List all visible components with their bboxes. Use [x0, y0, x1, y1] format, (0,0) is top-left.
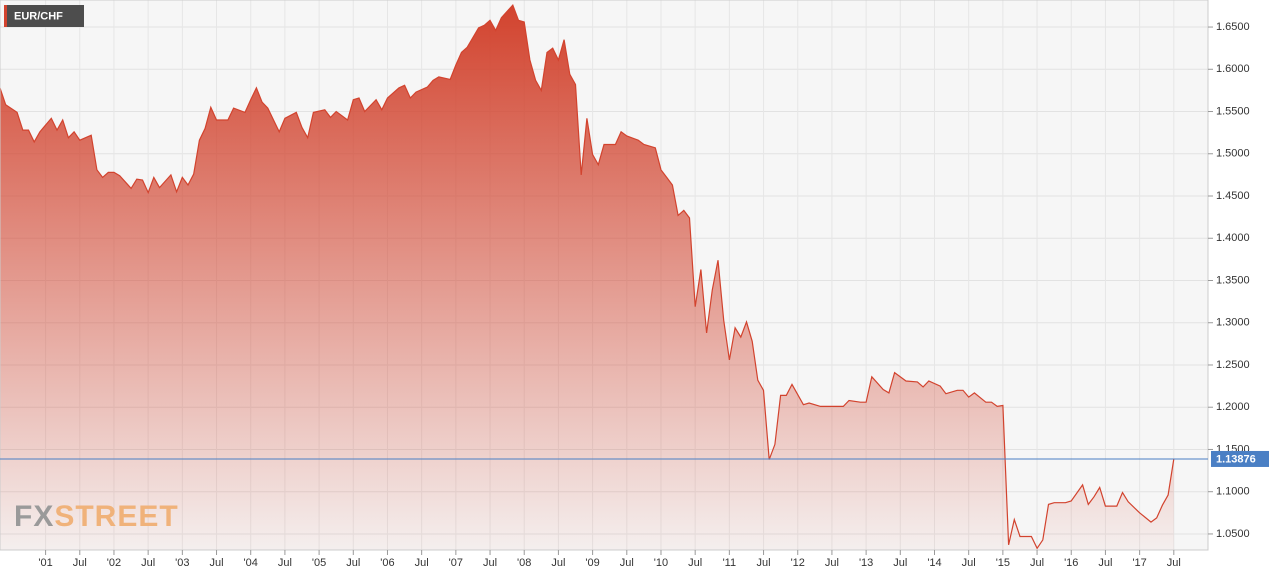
- x-tick-label: Jul: [1098, 557, 1112, 569]
- y-tick-label: 1.0500: [1216, 528, 1250, 540]
- x-tick-label: '14: [927, 557, 941, 569]
- y-tick-label: 1.1000: [1216, 486, 1250, 498]
- x-tick-label: Jul: [1030, 557, 1044, 569]
- x-tick-label: Jul: [415, 557, 429, 569]
- x-tick-label: Jul: [483, 557, 497, 569]
- x-tick-label: '07: [449, 557, 463, 569]
- area-fill: [0, 5, 1174, 551]
- x-tick-label: '02: [107, 557, 121, 569]
- x-tick-label: Jul: [141, 557, 155, 569]
- x-tick-label: '13: [859, 557, 873, 569]
- watermark-fx: FX: [14, 500, 54, 533]
- x-tick-label: '08: [517, 557, 531, 569]
- legend-swatch: [4, 5, 7, 27]
- x-tick-label: Jul: [825, 557, 839, 569]
- x-tick-label: Jul: [209, 557, 223, 569]
- watermark-street: STREET: [54, 500, 178, 533]
- x-tick-label: '04: [244, 557, 258, 569]
- x-tick-label: '05: [312, 557, 326, 569]
- x-tick-label: '15: [996, 557, 1010, 569]
- x-tick-label: '01: [38, 557, 52, 569]
- y-tick-label: 1.2500: [1216, 359, 1250, 371]
- x-tick-label: Jul: [893, 557, 907, 569]
- current-price-label: 1.13876: [1216, 453, 1256, 465]
- y-tick-label: 1.2000: [1216, 401, 1250, 413]
- x-tick-label: '11: [723, 557, 737, 569]
- y-tick-label: 1.3500: [1216, 274, 1250, 286]
- y-tick-label: 1.6500: [1216, 21, 1250, 33]
- x-tick-label: Jul: [551, 557, 565, 569]
- x-tick-label: Jul: [278, 557, 292, 569]
- x-tick-label: Jul: [962, 557, 976, 569]
- x-tick-label: '16: [1064, 557, 1078, 569]
- y-tick-label: 1.6000: [1216, 63, 1250, 75]
- x-tick-label: Jul: [346, 557, 360, 569]
- y-tick-label: 1.3000: [1216, 317, 1250, 329]
- series-line: [0, 3, 1175, 550]
- x-tick-label: Jul: [688, 557, 702, 569]
- x-tick-label: '12: [791, 557, 805, 569]
- y-tick-label: 1.4500: [1216, 190, 1250, 202]
- x-tick-label: '09: [585, 557, 599, 569]
- y-tick-label: 1.5000: [1216, 148, 1250, 160]
- x-tick-label: Jul: [757, 557, 771, 569]
- y-tick-label: 1.4000: [1216, 232, 1250, 244]
- current-price-box: [1211, 450, 1269, 467]
- x-tick-label: '06: [380, 557, 394, 569]
- x-tick-label: Jul: [620, 557, 634, 569]
- x-tick-label: '03: [175, 557, 189, 569]
- legend-box: [4, 5, 84, 27]
- x-tick-label: '10: [654, 557, 668, 569]
- x-tick-label: '17: [1132, 557, 1146, 569]
- x-tick-label: Jul: [73, 557, 87, 569]
- plot-border: [0, 0, 1209, 551]
- y-tick-label: 1.5500: [1216, 105, 1250, 117]
- watermark: FXSTREET: [14, 500, 179, 533]
- legend-label: EUR/CHF: [14, 10, 63, 22]
- x-tick-label: Jul: [1167, 557, 1181, 569]
